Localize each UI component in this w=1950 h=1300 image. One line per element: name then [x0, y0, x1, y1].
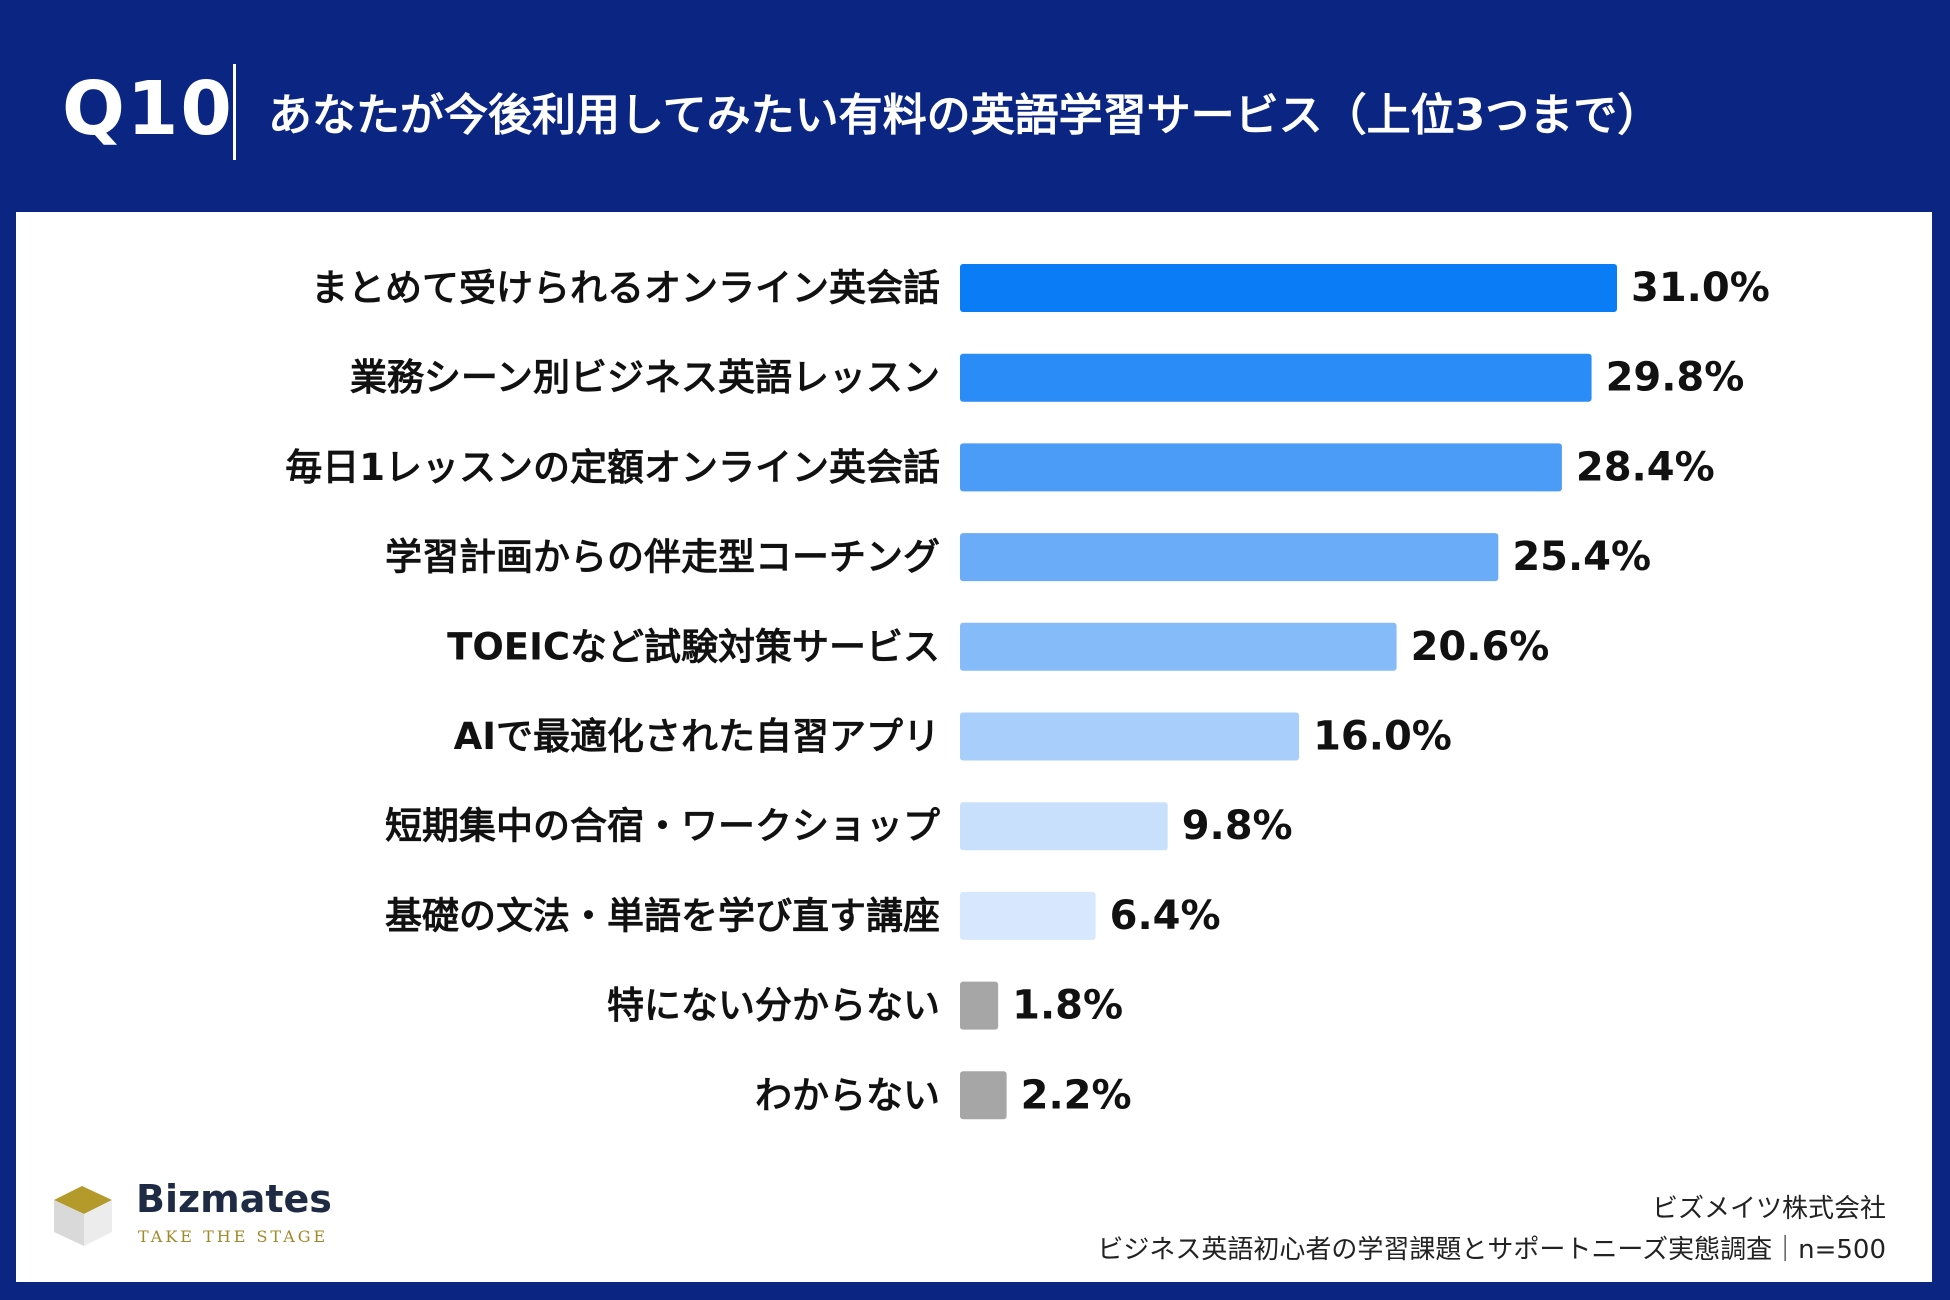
value-label: 9.8%: [1182, 803, 1293, 849]
category-label: 基礎の文法・単語を学び直す講座: [385, 894, 940, 937]
category-label: AIで最適化された自習アプリ: [454, 715, 940, 758]
bar: [960, 533, 1499, 582]
header-divider: [233, 64, 236, 160]
value-label: 31.0%: [1631, 265, 1770, 311]
bar: [960, 353, 1592, 402]
bizmates-logo-icon: [54, 1186, 112, 1246]
bar: [960, 981, 999, 1030]
bar: [960, 443, 1562, 492]
category-label: まとめて受けられるオンライン英会話: [311, 267, 940, 310]
bar: [960, 712, 1300, 761]
value-label: 1.8%: [1012, 983, 1123, 1029]
chart-panel: まとめて受けられるオンライン英会話 31.0% 業務シーン別ビジネス英語レッスン 29…: [16, 212, 1932, 1282]
value-label: 16.0%: [1313, 714, 1452, 760]
bar: [960, 622, 1397, 671]
category-label: 特にない分からない: [607, 984, 940, 1027]
source-company: ビズメイツ株式会社: [1651, 1194, 1886, 1224]
category-label: 学習計画からの伴走型コーチング: [385, 536, 940, 579]
question-number: Q10: [62, 66, 234, 152]
value-label: 2.2%: [1021, 1072, 1132, 1118]
value-label: 25.4%: [1512, 534, 1651, 580]
category-label: 業務シーン別ビジネス英語レッスン: [350, 356, 940, 399]
bar: [960, 802, 1168, 851]
source-survey: ビジネス英語初心者の学習課題とサポートニーズ実態調査｜n=500: [1097, 1235, 1886, 1265]
value-label: 20.6%: [1411, 624, 1550, 670]
logo-name: Bizmates: [136, 1177, 332, 1221]
category-label: 毎日1レッスンの定額オンライン英会話: [285, 446, 940, 489]
category-label: 短期集中の合宿・ワークショップ: [385, 805, 940, 848]
bar: [960, 264, 1617, 312]
bar: [960, 891, 1096, 940]
value-label: 29.8%: [1606, 355, 1745, 401]
value-label: 6.4%: [1110, 893, 1221, 939]
bar: [960, 1071, 1007, 1120]
value-label: 28.4%: [1576, 444, 1715, 490]
header-banner: Q10 あなたが今後利用してみたい有料の英語学習サービス（上位3つまで）: [0, 0, 1950, 210]
category-label: わからない: [755, 1074, 940, 1117]
logo-tagline: TAKE THE STAGE: [138, 1227, 329, 1246]
question-title: あなたが今後利用してみたい有料の英語学習サービス（上位3つまで）: [268, 90, 1662, 141]
category-label: TOEICなど試験対策サービス: [447, 625, 940, 668]
bar-chart: まとめて受けられるオンライン英会話 31.0% 業務シーン別ビジネス英語レッスン 29…: [285, 264, 1770, 1120]
